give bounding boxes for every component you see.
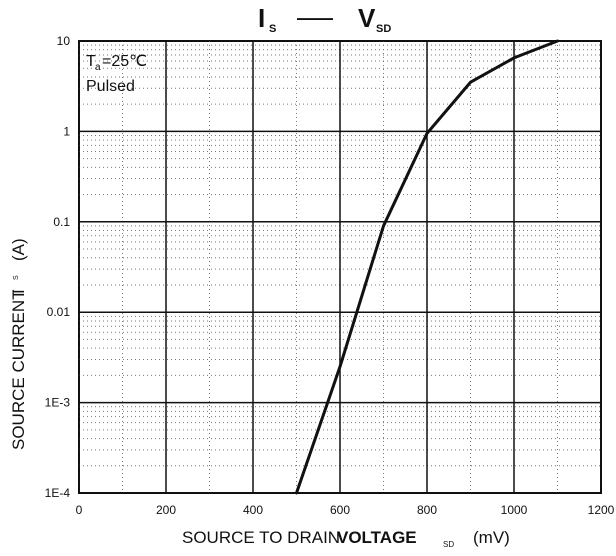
title-right-sub: SD — [376, 23, 391, 35]
y-tick-layer: 1E-4 1E-3 0.01 0.1 1 10 — [45, 34, 71, 500]
x-axis-label: SOURCE TO DRAIN VOLTAGE SD (mV) — [182, 528, 510, 549]
annotation-pulsed: Pulsed — [86, 78, 135, 95]
title-left-sub: S — [269, 23, 276, 35]
title-connector: —— — [297, 8, 333, 28]
y-axis-label-subscript: S — [13, 275, 20, 280]
x-tick-label: 400 — [243, 503, 263, 517]
y-axis-label-main: SOURCE CURRENT — [9, 289, 28, 450]
y-tick-label: 1E-3 — [45, 396, 71, 410]
y-axis-label-unit: (A) — [9, 238, 28, 261]
y-tick-label: 10 — [57, 34, 71, 48]
y-tick-label: 0.01 — [47, 305, 71, 319]
x-tick-label: 1000 — [501, 503, 528, 517]
y-tick-label: 0.1 — [53, 215, 70, 229]
x-axis-label-subscript: SD — [443, 540, 454, 549]
x-tick-layer: 0 200 400 600 800 1000 1200 — [76, 503, 615, 517]
x-tick-label: 1200 — [588, 503, 615, 517]
title-right-main: V — [358, 3, 376, 33]
x-axis-label-emphasis: VOLTAGE — [337, 528, 417, 547]
y-axis-label: SOURCE CURRENT I S (A) — [9, 238, 28, 450]
annotation-temperature-value: =25℃ — [102, 53, 147, 70]
x-tick-label: 0 — [76, 503, 83, 517]
x-axis-label-unit: (mV) — [473, 528, 510, 547]
y-axis-label-symbol: I — [9, 289, 28, 294]
x-tick-label: 200 — [156, 503, 176, 517]
y-tick-label: 1 — [63, 124, 70, 138]
chart-title: I S —— V SD — [258, 3, 391, 35]
x-tick-label: 600 — [330, 503, 350, 517]
title-left-main: I — [258, 3, 265, 33]
y-tick-label: 1E-4 — [45, 486, 71, 500]
x-tick-label: 800 — [417, 503, 437, 517]
x-axis-label-main: SOURCE TO DRAIN — [182, 528, 340, 547]
annotation-temperature-subscript: a — [95, 62, 101, 73]
